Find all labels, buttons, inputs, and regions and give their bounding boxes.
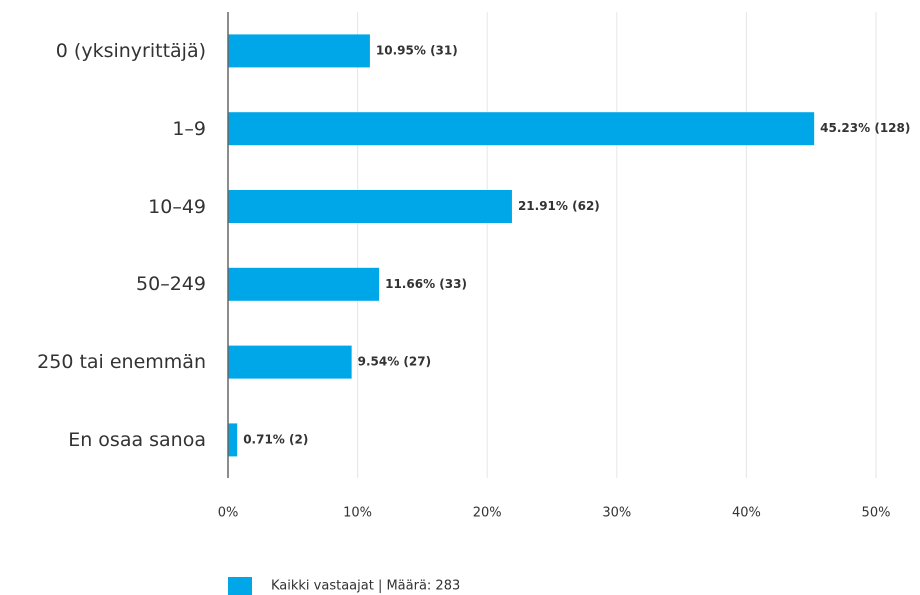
y-tick-label: 0 (yksinyrittäjä): [55, 39, 206, 62]
value-label: 9.54% (27): [358, 355, 431, 369]
x-tick-label: 40%: [732, 506, 761, 521]
value-label: 0.71% (2): [243, 432, 308, 446]
legend-label: Kaikki vastaajat | Määrä: 283: [271, 579, 460, 594]
y-tick-label: 10–49: [148, 195, 206, 218]
x-tick-label: 20%: [473, 506, 502, 521]
bar: [228, 267, 380, 301]
y-tick-label: 50–249: [136, 273, 206, 296]
y-tick-label: 1–9: [172, 117, 206, 140]
legend-swatch: [228, 577, 252, 595]
x-tick-label: 50%: [862, 506, 891, 521]
bar: [228, 190, 512, 223]
bar: [228, 345, 352, 379]
x-tick-label: 10%: [343, 506, 372, 521]
x-tick-label: 30%: [602, 506, 631, 521]
value-label: 10.95% (31): [376, 43, 458, 57]
value-label: 11.66% (33): [385, 277, 467, 291]
bar: [228, 112, 815, 146]
value-label: 45.23% (128): [820, 121, 910, 135]
bar: [228, 34, 370, 68]
x-tick-label: 0%: [218, 506, 239, 521]
y-tick-label: 250 tai enemmän: [37, 350, 206, 373]
value-label: 21.91% (62): [518, 199, 600, 213]
y-tick-label: En osaa sanoa: [68, 428, 206, 451]
bar: [228, 423, 238, 457]
